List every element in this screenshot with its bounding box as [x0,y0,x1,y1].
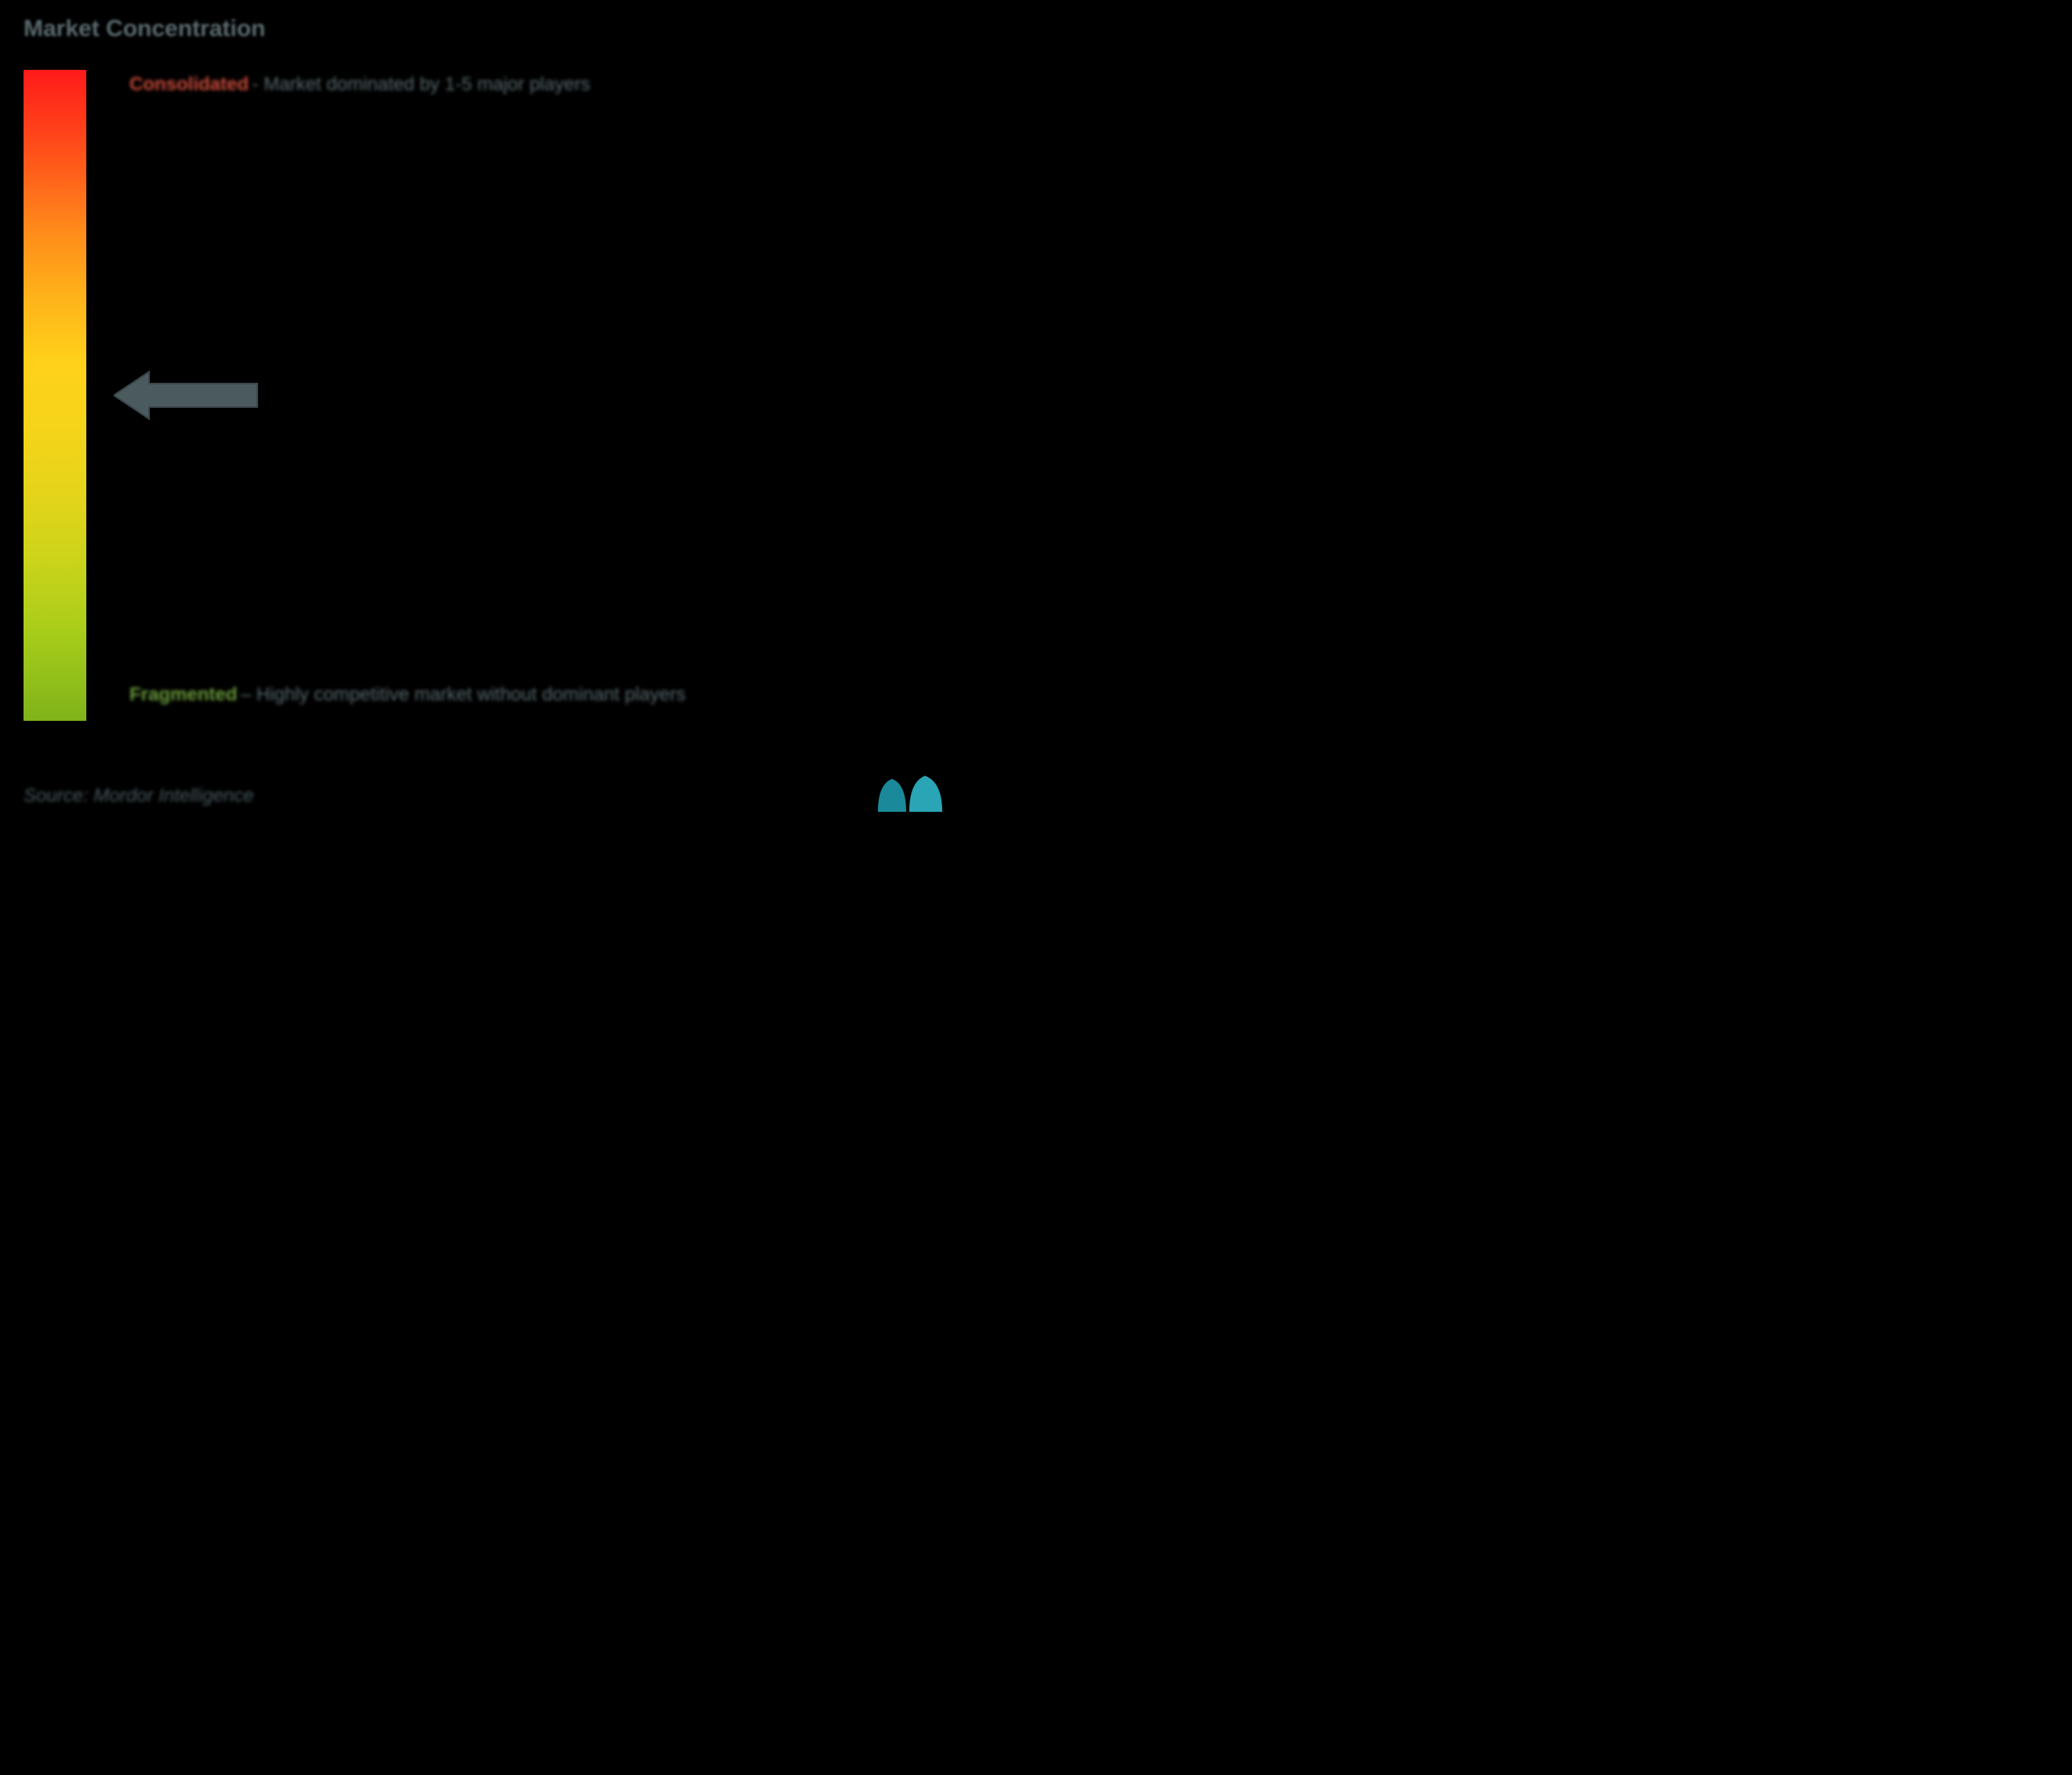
arrow-left-icon [114,368,259,423]
consolidated-term: Consolidated [129,74,249,95]
footer: Source: Mordor Intelligence [24,773,961,820]
page-title: Market Concentration [24,16,961,42]
mordor-logo-icon [875,773,945,816]
scale-labels: Consolidated - Market dominated by 1-5 m… [86,70,961,721]
source-attribution: Source: Mordor Intelligence [24,785,253,807]
consolidated-label: Consolidated - Market dominated by 1-5 m… [129,74,945,96]
fragmented-label: Fragmented – Highly competitive market w… [129,677,945,713]
mordor-logo [875,773,945,820]
consolidated-desc: - Market dominated by 1-5 major players [252,74,590,95]
indicator-arrow [114,368,259,427]
fragmented-desc: – Highly competitive market without domi… [241,684,686,705]
concentration-scale: Consolidated - Market dominated by 1-5 m… [24,70,961,721]
gradient-bar [24,70,86,721]
fragmented-term: Fragmented [129,684,237,705]
